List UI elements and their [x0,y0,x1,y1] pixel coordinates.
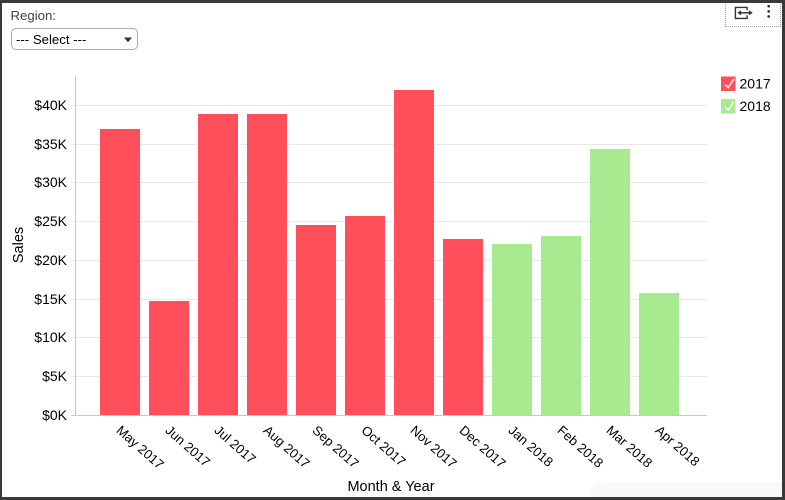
svg-text:Sales: Sales [11,227,27,263]
svg-text:$15K: $15K [34,291,67,307]
svg-text:$5K: $5K [42,368,68,384]
svg-text:$0K: $0K [42,407,68,423]
svg-text:2017: 2017 [740,75,771,91]
svg-text:Sep 2017: Sep 2017 [310,423,362,472]
svg-text:$20K: $20K [34,252,67,268]
svg-text:Jun 2017: Jun 2017 [163,423,214,470]
svg-text:$10K: $10K [34,329,67,345]
svg-text:Mar 2018: Mar 2018 [604,423,656,471]
svg-text:Nov 2017: Nov 2017 [408,423,460,472]
svg-text:$25K: $25K [34,213,67,229]
svg-text:Oct 2017: Oct 2017 [359,423,409,470]
svg-text:$35K: $35K [34,136,67,152]
svg-text:May 2017: May 2017 [114,423,167,473]
svg-text:Apr 2018: Apr 2018 [653,423,703,470]
svg-text:$40K: $40K [34,97,67,113]
svg-text:Feb 2018: Feb 2018 [555,423,607,471]
svg-text:Month & Year: Month & Year [347,479,434,495]
svg-text:Dec 2017: Dec 2017 [457,423,509,472]
svg-text:Jan 2018: Jan 2018 [506,423,557,470]
svg-text:$30K: $30K [34,174,67,190]
svg-text:Aug 2017: Aug 2017 [261,423,313,472]
svg-text:2018: 2018 [740,98,771,114]
svg-text:Jul 2017: Jul 2017 [212,423,259,467]
